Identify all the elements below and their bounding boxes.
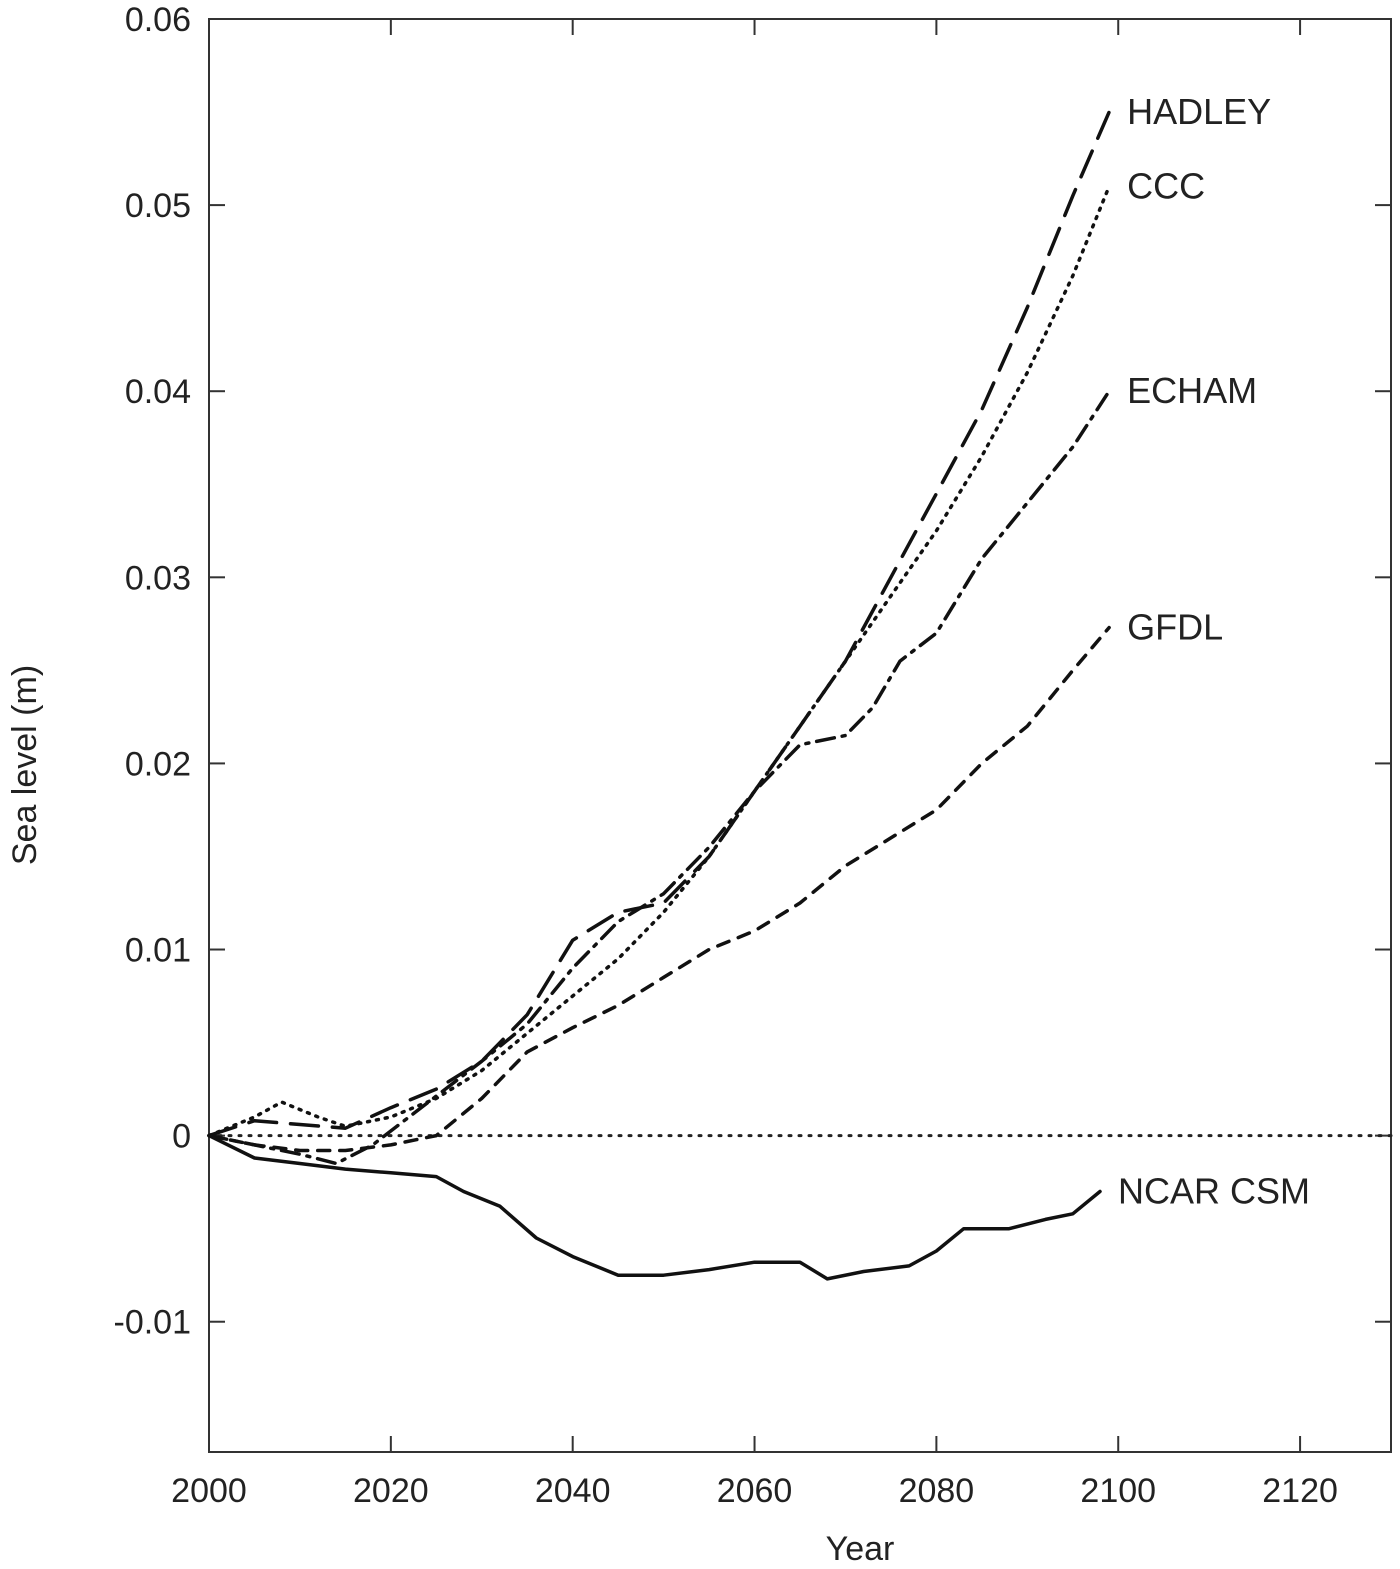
series-label-gfdl: GFDL: [1127, 607, 1223, 648]
y-tick-label: 0.06: [125, 1, 191, 39]
series-lines: [207, 110, 1111, 1281]
x-tick-label: 2120: [1262, 1472, 1338, 1510]
y-tick-label: 0.05: [125, 187, 191, 225]
y-tick-label: 0.04: [125, 373, 191, 411]
x-tick-label: 2020: [353, 1472, 429, 1510]
x-tick-label: 2040: [535, 1472, 611, 1510]
y-tick-label: 0: [172, 1118, 191, 1156]
x-tick-label: 2080: [899, 1472, 975, 1510]
y-tick-labels: -0.01 0 0.01 0.02 0.03 0.04 0.05 0.06: [114, 1, 192, 1342]
series-line-echam: [207, 389, 1111, 1166]
y-tick-label: -0.01: [114, 1304, 192, 1342]
series-label-ccc: CCC: [1127, 165, 1205, 206]
x-tick-label: 2060: [717, 1472, 793, 1510]
y-axis-title: Sea level (m): [6, 665, 44, 865]
x-tick-label: 2000: [171, 1472, 247, 1510]
y-tick-label: 0.01: [125, 932, 191, 970]
series-labels: HADLEY CCC ECHAM GFDL NCAR CSM: [1118, 91, 1310, 1211]
series-line-ccc: [207, 184, 1111, 1138]
series-label-echam: ECHAM: [1127, 370, 1257, 411]
y-tick-label: 0.02: [125, 745, 191, 783]
x-tick-labels: 2000 2020 2040 2060 2080 2100 2120: [171, 1472, 1338, 1510]
series-label-hadley: HADLEY: [1127, 91, 1271, 132]
y-tick-label: 0.03: [125, 559, 191, 597]
x-axis-title: Year: [826, 1530, 895, 1568]
plot-frame: [208, 18, 1392, 1453]
series-label-ncar-csm: NCAR CSM: [1118, 1170, 1310, 1211]
axis-ticks: [208, 18, 1391, 1452]
series-line-gfdl: [207, 625, 1111, 1153]
series-line-ncar-csm: [207, 1133, 1102, 1281]
x-tick-label: 2100: [1080, 1472, 1156, 1510]
series-line-hadley: [207, 110, 1111, 1138]
